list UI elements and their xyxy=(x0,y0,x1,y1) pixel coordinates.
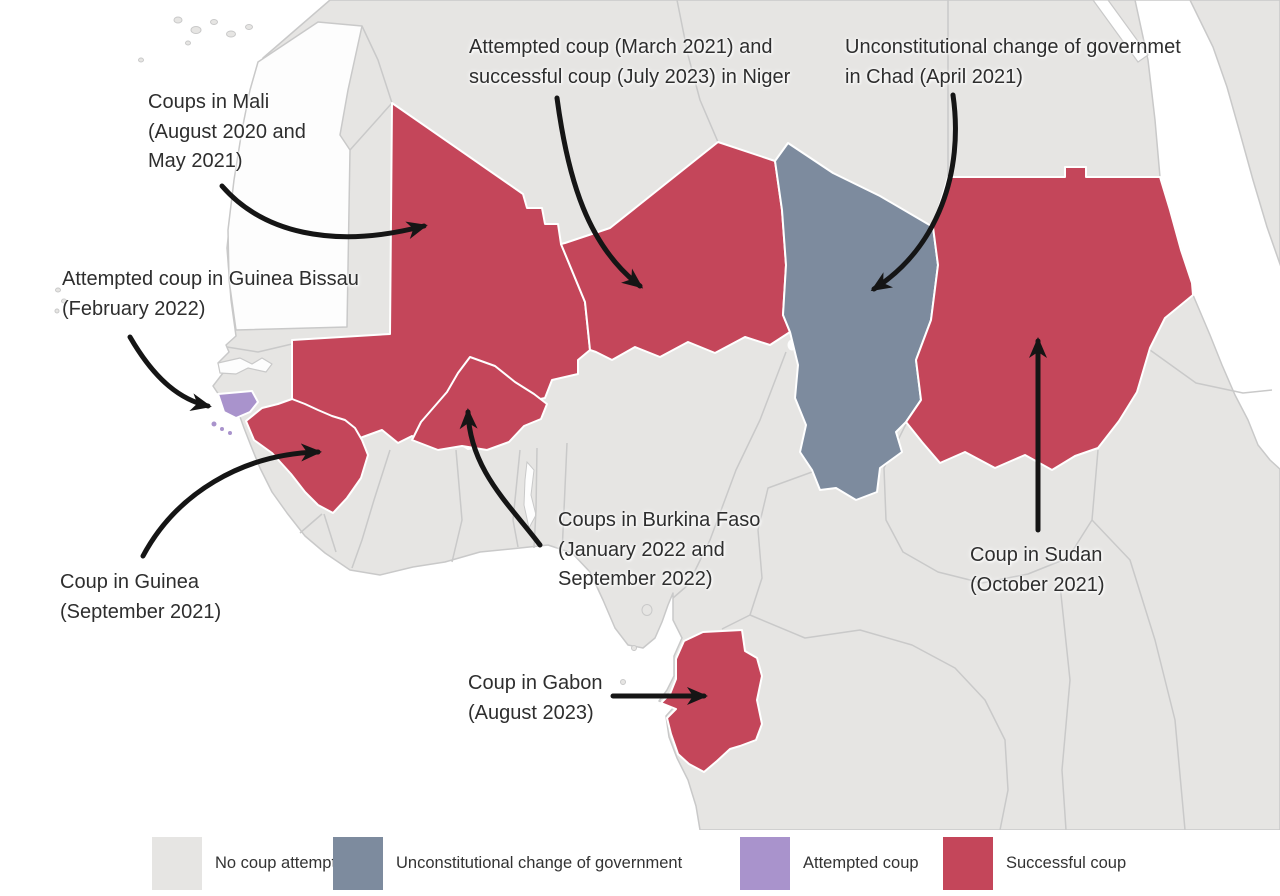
legend-label-unconstitutional: Unconstitutional change of government xyxy=(396,853,683,872)
annotation-guinea-bissau: Attempted coup in Guinea Bissau (Februar… xyxy=(62,265,359,324)
arrow-to-mali xyxy=(219,183,428,240)
country-guinea-bissau xyxy=(217,390,259,419)
legend-label-attempted: Attempted coup xyxy=(803,853,919,872)
legend: No coup attempt Unconstitutional change … xyxy=(0,830,1280,896)
islands xyxy=(54,16,1232,685)
legend-swatch-successful xyxy=(943,836,993,890)
guinea-bissau-islands xyxy=(211,421,232,435)
annotation-sudan-line-2: (October 2021) xyxy=(970,573,1105,596)
arrow-to-niger xyxy=(554,95,644,289)
annotation-mali: Coups in Mali (August 2020 and May 2021) xyxy=(148,88,306,177)
legend-item-unconstitutional: Unconstitutional change of government xyxy=(333,830,682,896)
annotation-burkina-faso: Coups in Burkina Faso (January 2022 and … xyxy=(558,506,760,595)
annotation-gabon: Coup in Gabon (August 2023) xyxy=(468,669,603,728)
annotation-chad-line-2: in Chad (April 2021) xyxy=(845,65,1023,88)
annotation-burkina-faso-line-1: Coups in Burkina Faso xyxy=(558,509,761,531)
annotation-guinea-bissau-line-2: (February 2022) xyxy=(62,297,206,320)
annotation-guinea-line-1: Coup in Guinea xyxy=(60,571,199,593)
legend-item-no-coup: No coup attempt xyxy=(152,830,336,896)
legend-swatch-unconstitutional xyxy=(333,836,383,890)
annotation-niger-line-2: successful coup (July 2023) in Niger xyxy=(469,65,791,88)
annotation-arrows xyxy=(127,92,1047,705)
annotation-burkina-faso-line-3: September 2022) xyxy=(558,568,713,590)
western-sahara xyxy=(227,21,363,331)
annotation-burkina-faso-line-2: (January 2022 and xyxy=(558,538,725,561)
annotation-mali-line-3: May 2021) xyxy=(148,150,243,172)
legend-label-successful: Successful coup xyxy=(1006,853,1127,872)
arrow-to-guinea xyxy=(140,443,322,559)
legend-swatch-attempted xyxy=(740,836,790,890)
country-gabon xyxy=(660,629,763,773)
annotation-mali-line-1: Coups in Mali xyxy=(148,91,270,113)
arrow-to-burkina-faso xyxy=(459,408,543,548)
country-sudan xyxy=(905,166,1194,471)
legend-item-attempted: Attempted coup xyxy=(740,830,919,896)
arrow-to-guinea-bissau xyxy=(127,334,212,411)
annotation-sudan-line-1: Coup in Sudan xyxy=(970,544,1103,566)
africa-map xyxy=(54,0,1280,830)
gambia xyxy=(217,357,273,375)
country-burkina-faso xyxy=(411,356,548,451)
country-borders xyxy=(226,0,1273,830)
annotation-guinea-line-2: (September 2021) xyxy=(60,600,222,623)
annotation-gabon-line-1: Coup in Gabon xyxy=(468,672,603,694)
annotation-chad-line-1: Unconstitutional change of governmet xyxy=(845,36,1181,58)
annotation-niger: Attempted coup (March 2021) and successf… xyxy=(469,33,790,92)
annotation-guinea: Coup in Guinea (September 2021) xyxy=(60,568,221,627)
arrow-to-chad xyxy=(870,92,958,292)
annotation-chad: Unconstitutional change of governmet in … xyxy=(845,33,1181,92)
annotation-niger-line-1: Attempted coup (March 2021) and xyxy=(469,36,773,58)
legend-item-successful: Successful coup xyxy=(943,830,1126,896)
legend-swatch-no-coup xyxy=(152,836,202,890)
annotation-mali-line-2: (August 2020 and xyxy=(148,120,306,143)
annotation-gabon-line-2: (August 2023) xyxy=(468,701,594,724)
annotation-guinea-bissau-line-1: Attempted coup in Guinea Bissau xyxy=(62,268,359,290)
gulf-of-suez xyxy=(1092,0,1149,63)
legend-label-no-coup: No coup attempt xyxy=(215,853,337,872)
annotation-sudan: Coup in Sudan (October 2021) xyxy=(970,541,1105,600)
lake-volta xyxy=(523,460,537,530)
